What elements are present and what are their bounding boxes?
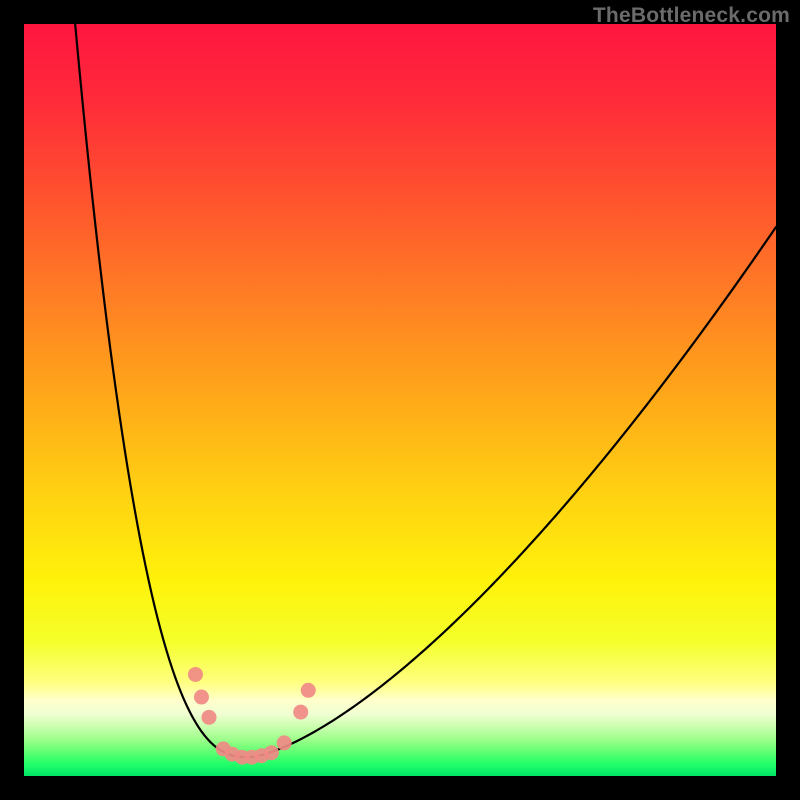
marker-point: [188, 667, 203, 682]
chart-frame: TheBottleneck.com: [0, 0, 800, 800]
bottleneck-curve: [69, 24, 776, 757]
marker-point: [194, 690, 209, 705]
marker-point: [293, 705, 308, 720]
curve-layer: [24, 24, 776, 776]
marker-point: [277, 735, 292, 750]
marker-point: [264, 745, 279, 760]
marker-point: [301, 683, 316, 698]
plot-area: [24, 24, 776, 776]
marker-group: [188, 667, 316, 765]
marker-point: [201, 710, 216, 725]
